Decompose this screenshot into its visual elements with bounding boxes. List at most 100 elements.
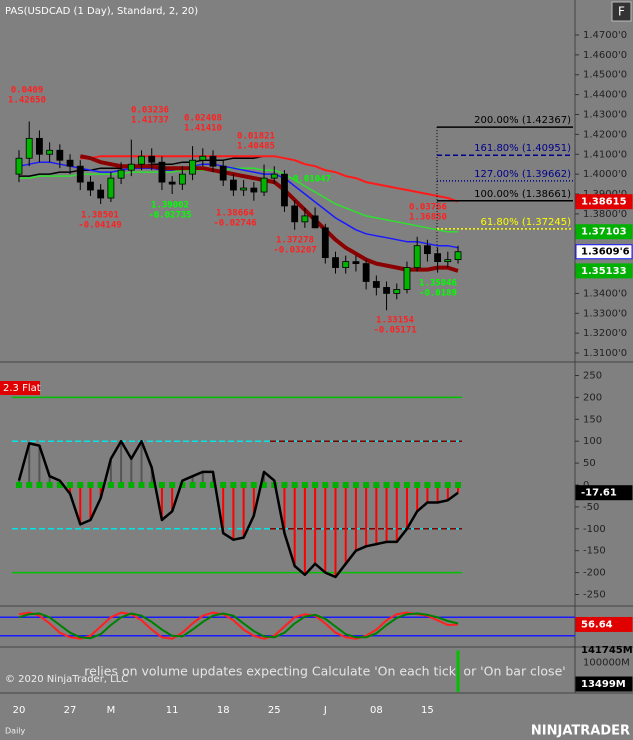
value-tag-label: 1.35133 [581,266,627,277]
y-tick-label: 1.4000'0 [583,169,627,180]
x-tick-label: 15 [421,705,434,716]
candle-body [403,267,411,290]
histogram-bar [324,485,327,573]
histogram-bar [99,485,102,499]
histogram-bar [120,441,123,485]
f-button-label[interactable]: F [618,5,625,19]
moving-average [18,161,459,249]
zero-marker [281,482,288,488]
histogram-bar [263,471,266,485]
y-tick-label: -150 [583,546,606,557]
zero-marker [230,482,237,488]
swing-label: 1.40485 [237,142,275,152]
zero-marker [189,482,196,488]
candle-body [107,177,115,199]
candle-body [393,289,401,294]
candle-body [240,187,248,191]
zero-marker [414,482,421,488]
swing-label: -0.02735 [148,211,191,221]
candle-body [178,173,186,185]
y-tick-label: 1.3300'0 [583,308,627,319]
zero-marker [332,482,339,488]
candle-body [332,257,339,268]
candle-body [352,261,360,264]
histogram-bar [334,485,337,577]
histogram-bar [293,485,296,567]
x-tick-label: 08 [370,705,383,716]
zero-marker [118,482,125,488]
stochastic-line [18,611,459,640]
zero-marker [250,482,257,488]
zero-marker [77,482,84,488]
histogram-bar [191,476,194,485]
fib-label: 161.80% (1.40951) [474,143,571,154]
oscillator-line [17,439,459,579]
volume-last-label: 141745M [581,645,633,656]
y-tick-label: 200 [583,392,602,403]
candle-body [281,173,288,207]
zero-marker [434,482,441,488]
candle-body [168,181,176,185]
zero-marker [291,482,298,488]
chart-title: PAS(USDCAD (1 Day), Standard, 2, 20) [5,6,198,17]
swing-label: 1.37278 [276,236,314,246]
moving-average [79,154,459,273]
swing-label: 0.0409 [11,86,44,96]
fib-label: 61.80% (1.37245) [481,217,572,228]
histogram-bar [426,485,429,503]
swing-label: 1.39002 [151,201,189,211]
histogram-bar [89,485,92,521]
swing-label: 1.36850 [409,213,447,223]
candle-body [444,259,452,263]
y-tick-label: 1.4100'0 [583,149,627,160]
zero-marker [220,482,227,488]
zero-marker [169,482,176,488]
zero-marker [261,482,268,488]
zero-marker [138,482,145,488]
osc-label: 2.3 Flat [3,383,41,394]
fib-label: 200.00% (1.42367) [474,115,571,126]
swing-label: -0.0189 [419,289,457,299]
x-tick-label: 18 [217,705,230,716]
value-tag [575,263,633,279]
candle-body [36,137,43,155]
value-tag-label: 1.37103 [581,227,627,238]
swing-label: 1.33154 [376,316,415,326]
zero-marker [444,482,451,488]
histogram-bar [395,485,398,542]
histogram-bar [354,485,357,551]
value-tag-label: 13499M [581,679,626,690]
zero-marker [424,482,431,488]
histogram-bar [283,485,286,534]
candle-body [423,245,431,255]
swing-label: -0.05171 [373,326,416,336]
zero-marker [342,482,349,488]
candle-body [46,149,54,155]
swing-label: 0.02408 [184,114,222,124]
zero-marker [393,482,400,488]
y-tick-label: 1.4400'0 [583,90,627,101]
copyright: © 2020 NinjaTrader, LLC [5,674,128,685]
zero-marker [67,482,74,488]
zero-marker [107,482,114,488]
zero-marker [36,482,43,488]
logo: NINJATRADER [531,724,630,739]
candle-body [117,169,125,179]
candle-body [148,155,156,163]
candle-body [138,155,145,165]
zero-marker [56,482,63,488]
y-tick-label: 1.4600'0 [583,50,627,61]
swing-label: 1.35046 [419,279,457,289]
value-tag [575,244,633,260]
y-tick-label: 50 [583,458,596,469]
histogram-bar [48,476,51,485]
y-tick-label: 1.4300'0 [583,110,627,121]
candle-body [383,287,390,294]
f-button[interactable] [611,1,632,22]
candle-body [209,155,217,167]
candle-body [56,149,64,161]
zero-marker [158,482,165,488]
y-tick-label: 150 [583,414,602,425]
swing-label: -0.04149 [78,221,121,231]
